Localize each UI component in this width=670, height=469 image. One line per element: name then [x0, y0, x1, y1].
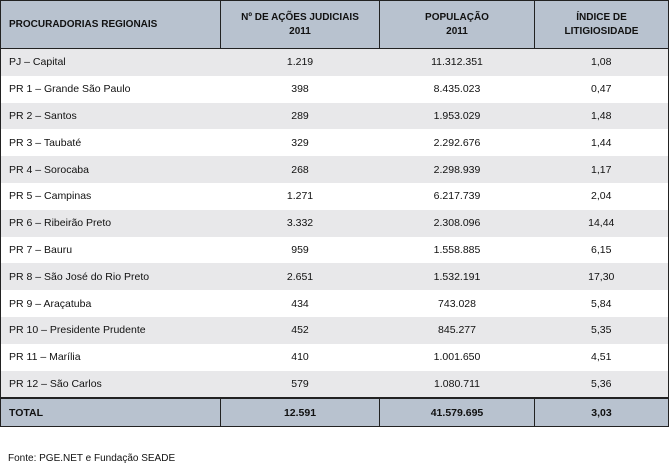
header-index-label-2: LITIGIOSIDADE	[564, 25, 639, 37]
cell-actions: 398	[291, 83, 309, 96]
cell-region: PR 7 – Bauru	[9, 243, 73, 256]
table-row: PR 3 – Taubaté 329 2.292.676 1,44	[0, 129, 669, 157]
cell-index: 1,08	[591, 56, 612, 69]
cell-index: 1,44	[591, 136, 612, 149]
cell-region: PR 2 – Santos	[9, 109, 77, 122]
source-note: Fonte: PGE.NET e Fundação SEADE	[8, 453, 176, 464]
cell-actions: 1.219	[286, 56, 314, 69]
header-row: PROCURADORIAS REGIONAIS Nº DE AÇÕES JUDI…	[0, 0, 669, 49]
cell-region: PR 6 – Ribeirão Preto	[9, 217, 112, 230]
table-row: PR 4 – Sorocaba 268 2.298.939 1,17	[0, 156, 669, 183]
cell-actions: 268	[291, 163, 309, 176]
total-label: TOTAL	[0, 397, 221, 427]
header-index: ÍNDICE DE LITIGIOSIDADE	[534, 0, 669, 49]
cell-population: 11.312.351	[431, 56, 483, 69]
table-row: PR 5 – Campinas 1.271 6.217.739 2,04	[0, 182, 669, 210]
table-row: PR 8 – São José do Rio Preto 2.651 1.532.1…	[0, 263, 669, 291]
table-row: PR 11 – Marília 410 1.001.650 4,51	[0, 343, 669, 371]
cell-index: 5,35	[591, 324, 612, 337]
cell-region: PR 10 – Presidente Prudente	[9, 324, 146, 337]
header-population: POPULAÇÃO 2011	[379, 0, 535, 49]
cell-region: PR 8 – São José do Rio Preto	[9, 270, 150, 283]
cell-population: 8.435.023	[433, 83, 481, 96]
cell-population: 2.292.676	[433, 136, 481, 149]
cell-region: PR 1 – Grande São Paulo	[9, 83, 131, 96]
cell-population: 1.953.029	[433, 109, 481, 122]
cell-actions: 3.332	[286, 217, 314, 230]
cell-actions: 329	[291, 136, 309, 149]
cell-index: 14,44	[588, 217, 615, 230]
cell-index: 4,51	[591, 351, 612, 364]
cell-actions: 2.651	[286, 270, 314, 283]
header-region: PROCURADORIAS REGIONAIS	[0, 0, 221, 49]
header-actions-label: Nº DE AÇÕES JUDICIAIS	[241, 11, 359, 23]
total-row: TOTAL 12.591 41.579.695 3,03	[0, 397, 669, 427]
cell-actions: 410	[291, 351, 309, 364]
cell-region: PR 12 – São Carlos	[9, 377, 102, 390]
cell-actions: 289	[291, 109, 309, 122]
cell-region: PR 3 – Taubaté	[9, 136, 82, 149]
table-row: PR 2 – Santos 289 1.953.029 1,48	[0, 102, 669, 130]
header-index-label: ÍNDICE DE	[576, 11, 627, 23]
total-actions: 12.591	[220, 397, 380, 427]
cell-region: PR 9 – Araçatuba	[9, 297, 92, 310]
cell-population: 2.298.939	[433, 163, 481, 176]
total-index: 3,03	[534, 397, 669, 427]
cell-actions: 434	[291, 297, 309, 310]
cell-population: 845.277	[438, 324, 476, 337]
table-row: PR 10 – Presidente Prudente 452 845.277 5,3…	[0, 316, 669, 344]
table-row: PR 6 – Ribeirão Preto 3.332 2.308.096 14,44	[0, 209, 669, 237]
total-population: 41.579.695	[379, 397, 535, 427]
header-actions-year: 2011	[289, 25, 311, 37]
cell-region: PJ – Capital	[9, 56, 66, 69]
cell-index: 2,04	[591, 190, 612, 203]
cell-region: PR 11 – Marília	[9, 351, 81, 364]
table-row: PR 9 – Araçatuba 434 743.028 5,84	[0, 290, 669, 317]
cell-population: 6.217.739	[433, 190, 481, 203]
table-row: PR 7 – Bauru 959 1.558.885 6,15	[0, 236, 669, 264]
cell-population: 1.558.885	[433, 243, 481, 256]
cell-actions: 1.271	[286, 190, 314, 203]
header-population-label: POPULAÇÃO	[425, 11, 489, 23]
cell-population: 1.001.650	[433, 351, 481, 364]
cell-population: 743.028	[438, 297, 476, 310]
table-row: PR 12 – São Carlos 579 1.080.711 5,36	[0, 370, 669, 399]
cell-index: 17,30	[588, 270, 615, 283]
cell-index: 5,84	[591, 297, 612, 310]
cell-region: PR 5 – Campinas	[9, 190, 92, 203]
header-actions: Nº DE AÇÕES JUDICIAIS 2011	[220, 0, 380, 49]
header-population-year: 2011	[446, 25, 468, 37]
cell-index: 1,17	[591, 163, 612, 176]
table-row: PR 1 – Grande São Paulo 398 8.435.023 0,47	[0, 75, 669, 103]
cell-actions: 959	[291, 243, 309, 256]
cell-population: 1.080.711	[434, 377, 480, 390]
cell-region: PR 4 – Sorocaba	[9, 163, 89, 176]
cell-index: 1,48	[591, 109, 612, 122]
cell-population: 1.532.191	[433, 270, 481, 283]
cell-actions: 579	[291, 377, 309, 390]
cell-index: 5,36	[591, 377, 612, 390]
cell-population: 2.308.096	[433, 217, 481, 230]
table-row: PJ – Capital 1.219 11.312.351 1,08	[0, 48, 669, 76]
cell-index: 0,47	[591, 83, 612, 96]
litigation-table: PROCURADORIAS REGIONAIS Nº DE AÇÕES JUDI…	[0, 0, 669, 428]
cell-actions: 452	[291, 324, 309, 337]
cell-index: 6,15	[591, 243, 612, 256]
